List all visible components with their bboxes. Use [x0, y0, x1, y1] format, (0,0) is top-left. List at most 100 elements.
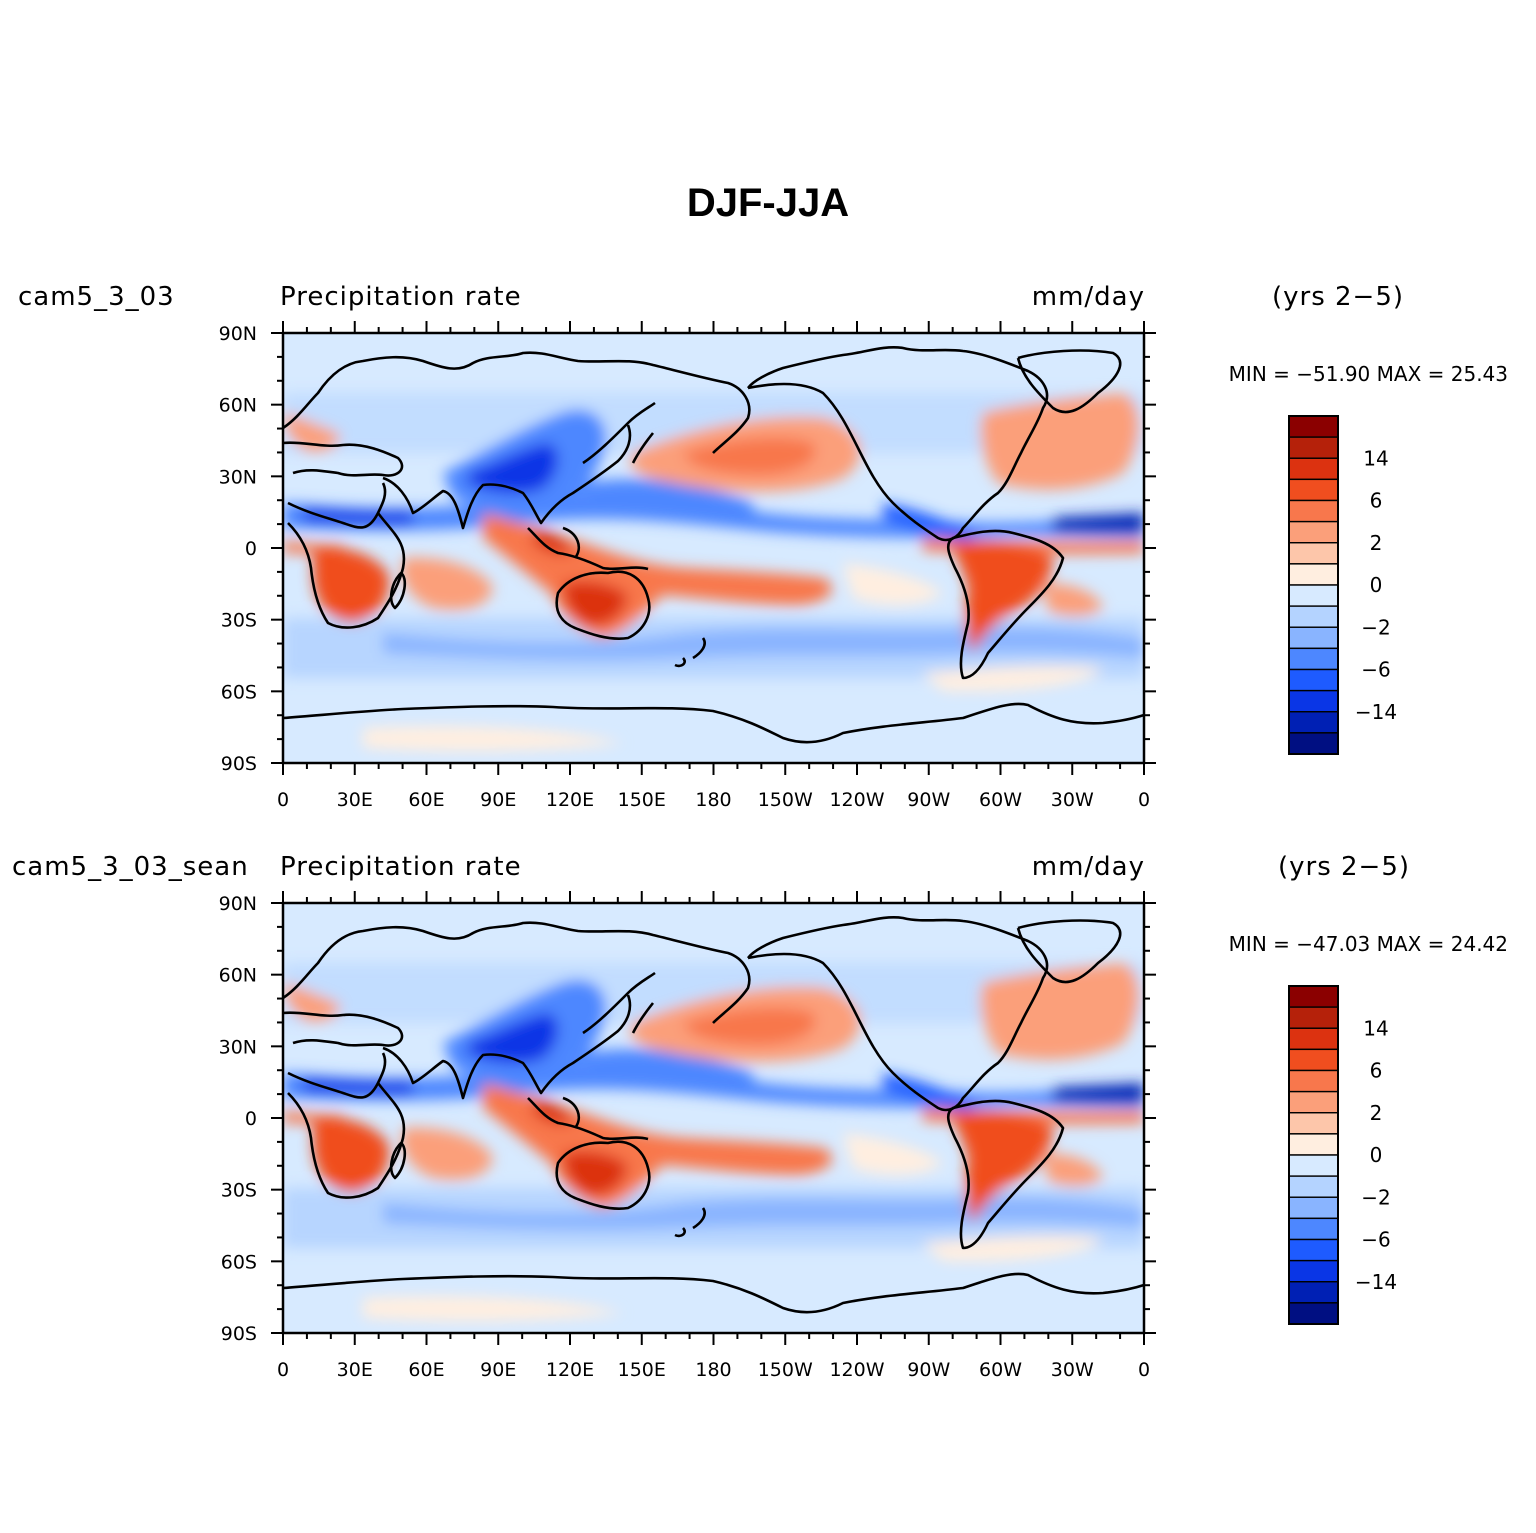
colorbar-swatch	[1288, 415, 1339, 438]
x-tick-label: 90E	[480, 1359, 516, 1381]
colorbar-frame	[1288, 415, 1339, 755]
colorbar-swatch	[1288, 520, 1339, 544]
colorbar-swatch	[1288, 542, 1339, 565]
colorbar-swatch	[1288, 1281, 1339, 1304]
y-tick-label: 30N	[219, 466, 257, 488]
min-max-stats: MIN = −47.03 MAX = 24.42	[1229, 932, 1508, 956]
y-tick-label: 90N	[219, 323, 257, 345]
axis-ticks	[271, 321, 1156, 775]
colorbar-swatch	[1288, 457, 1339, 481]
colorbar-swatch	[1288, 1175, 1339, 1198]
colorbar-label: −6	[1361, 1228, 1390, 1252]
colorbar-swatch	[1288, 732, 1339, 755]
variable-name: Precipitation rate	[280, 282, 522, 312]
colorbar-swatch	[1288, 1069, 1339, 1093]
case-name: cam5_3_03	[18, 282, 175, 312]
x-tick-label: 120E	[546, 789, 594, 811]
x-tick-label: 120W	[829, 789, 884, 811]
y-tick-label: 30S	[221, 610, 257, 632]
colorbar-swatch	[1288, 1006, 1339, 1029]
panels: cam5_3_03 Precipitation rate mm/day (yrs 2−…	[12, 282, 1508, 1381]
colorbar-swatch	[1288, 985, 1339, 1008]
colorbar-swatch	[1288, 1238, 1339, 1262]
colorbar-label: 2	[1370, 1101, 1383, 1125]
x-tick-label: 180	[695, 789, 731, 811]
colorbar-swatch	[1288, 668, 1339, 692]
x-tick-label: 30W	[1051, 789, 1094, 811]
x-tick-label: 60E	[408, 1359, 444, 1381]
units-label: mm/day	[1032, 852, 1145, 882]
map-area	[283, 903, 1144, 1333]
figure-title: DJF-JJA	[687, 181, 849, 225]
y-tick-label: 0	[245, 538, 257, 560]
colorbar-label: 0	[1370, 1143, 1383, 1167]
variable-name: Precipitation rate	[280, 852, 522, 882]
precip-field	[283, 333, 1144, 763]
x-tick-label: 150E	[618, 789, 666, 811]
colorbar-swatch	[1288, 584, 1339, 607]
colorbar-label: 14	[1363, 446, 1388, 470]
x-tick-label: 0	[277, 1359, 289, 1381]
map-panel-2: cam5_3_03_sean Precipitation rate mm/day (y…	[12, 852, 1508, 1381]
colorbar: 14 6 2 0 −2 −6 −14	[1288, 415, 1397, 755]
colorbar-frame	[1288, 985, 1339, 1325]
x-tick-label: 60W	[979, 1359, 1022, 1381]
precip-field	[283, 903, 1144, 1333]
colorbar-label: 6	[1370, 489, 1383, 513]
colorbar-label: −14	[1355, 1270, 1397, 1294]
colorbar-swatch	[1288, 1259, 1339, 1283]
colorbar-label: 14	[1363, 1016, 1388, 1040]
colorbar-swatch	[1288, 1027, 1339, 1051]
y-tick-label: 90N	[219, 893, 257, 915]
x-tick-label: 90E	[480, 789, 516, 811]
x-tick-label: 30E	[337, 789, 373, 811]
colorbar-swatch	[1288, 1133, 1339, 1156]
x-tick-label: 150W	[758, 1359, 813, 1381]
period-label: (yrs 2−5)	[1272, 282, 1404, 312]
colorbar-swatch	[1288, 1196, 1339, 1220]
colorbar-swatch	[1288, 689, 1339, 713]
x-tick-label: 150E	[618, 1359, 666, 1381]
x-tick-label: 30E	[337, 1359, 373, 1381]
colorbar-swatch	[1288, 1048, 1339, 1072]
x-tick-label: 180	[695, 1359, 731, 1381]
colorbar-label: 2	[1370, 531, 1383, 555]
x-tick-label: 0	[1138, 1359, 1150, 1381]
colorbar-swatch	[1288, 1112, 1339, 1135]
units-label: mm/day	[1032, 282, 1145, 312]
colorbar-label: 0	[1370, 573, 1383, 597]
x-tick-label: 90W	[907, 789, 950, 811]
colorbar-swatch	[1288, 499, 1339, 523]
map-area	[283, 333, 1144, 763]
colorbar-swatch	[1288, 1090, 1339, 1114]
y-tick-label: 60N	[219, 395, 257, 417]
y-tick-label: 90S	[221, 1323, 257, 1345]
colorbar-swatch	[1288, 711, 1339, 734]
y-tick-label: 0	[245, 1108, 257, 1130]
x-tick-label: 30W	[1051, 1359, 1094, 1381]
colorbar-swatch	[1288, 626, 1339, 650]
colorbar-swatch	[1288, 1154, 1339, 1177]
colorbar: 14 6 2 0 −2 −6 −14	[1288, 985, 1397, 1325]
colorbar-label: −2	[1361, 615, 1390, 639]
x-tick-label: 0	[277, 789, 289, 811]
period-label: (yrs 2−5)	[1278, 852, 1410, 882]
y-tick-label: 60S	[221, 1251, 257, 1273]
colorbar-label: 6	[1370, 1059, 1383, 1083]
case-name: cam5_3_03_sean	[12, 852, 249, 882]
colorbar-label: −14	[1355, 700, 1397, 724]
y-tick-label: 60N	[219, 965, 257, 987]
y-tick-label: 60S	[221, 681, 257, 703]
colorbar-swatch	[1288, 478, 1339, 502]
x-tick-label: 60E	[408, 789, 444, 811]
colorbar-swatch	[1288, 1302, 1339, 1325]
x-tick-label: 150W	[758, 789, 813, 811]
colorbar-swatch	[1288, 436, 1339, 459]
axis-ticks	[271, 891, 1156, 1345]
x-tick-label: 60W	[979, 789, 1022, 811]
colorbar-swatch	[1288, 1217, 1339, 1241]
colorbar-swatch	[1288, 647, 1339, 671]
y-tick-label: 30N	[219, 1036, 257, 1058]
x-tick-label: 0	[1138, 789, 1150, 811]
